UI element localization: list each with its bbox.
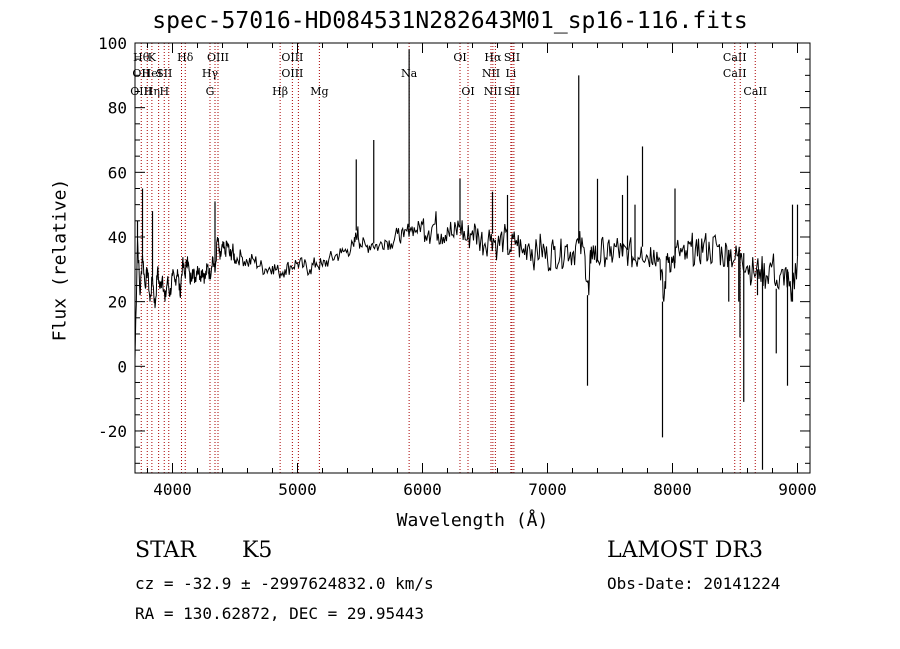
line-marker-label: CaII <box>723 51 747 64</box>
line-marker-label: NII <box>484 85 502 98</box>
line-marker-label: SII <box>504 85 520 98</box>
line-marker-label: OI <box>461 85 474 98</box>
line-marker-label: OIII <box>281 67 303 80</box>
y-tick-label: -20 <box>98 422 127 441</box>
line-marker-label: CaII <box>743 85 767 98</box>
line-marker-label: Hβ <box>272 85 288 98</box>
line-marker-label: Mg <box>310 85 328 98</box>
obs-date: Obs-Date: 20141224 <box>607 574 781 593</box>
ra-dec-line: RA = 130.62872, DEC = 29.95443 <box>135 604 424 623</box>
x-tick-label: 4000 <box>153 480 192 499</box>
line-marker-label: OIII <box>207 51 229 64</box>
line-marker-label: CaII <box>723 67 747 80</box>
line-marker-label: Hδ <box>177 51 194 64</box>
line-marker-label: SII <box>504 51 520 64</box>
x-tick-label: 7000 <box>528 480 567 499</box>
line-marker-label: OIII <box>281 51 303 64</box>
spectrum-line <box>134 211 798 360</box>
line-marker-label: SII <box>156 67 172 80</box>
line-marker-label: OII <box>132 67 150 80</box>
y-tick-label: 0 <box>117 357 127 376</box>
y-tick-label: 40 <box>108 228 127 247</box>
x-axis-label: Wavelength (Å) <box>396 510 549 531</box>
x-tick-label: 8000 <box>653 480 692 499</box>
subclass-label: K5 <box>242 538 273 563</box>
x-tick-label: 5000 <box>278 480 317 499</box>
line-marker-label: Li <box>505 67 516 80</box>
x-tick-label: 6000 <box>403 480 442 499</box>
y-tick-label: 60 <box>108 163 127 182</box>
redshift-line: cz = -32.9 ± -2997624832.0 km/s <box>135 574 434 593</box>
x-tick-label: 9000 <box>778 480 817 499</box>
line-marker-label: OI <box>453 51 466 64</box>
line-marker-label: NII <box>482 67 500 80</box>
line-marker-label: Hθ <box>133 51 150 64</box>
line-marker-label: H <box>159 85 169 98</box>
line-marker-label: HeI <box>142 67 162 80</box>
line-marker-label: K <box>148 51 157 64</box>
class-label: STAR <box>135 538 196 563</box>
survey-label: LAMOST DR3 <box>607 538 763 563</box>
line-marker-label: Hγ <box>202 67 219 80</box>
chart-title: spec-57016-HD084531N282643M01_sp16-116.f… <box>152 8 748 34</box>
y-tick-label: 100 <box>98 34 127 53</box>
y-tick-label: 20 <box>108 293 127 312</box>
y-tick-label: 80 <box>108 99 127 118</box>
y-axis-label: Flux (relative) <box>49 178 71 342</box>
line-marker-label: G <box>206 85 215 98</box>
line-marker-label: Hη <box>144 85 160 98</box>
plot-frame <box>134 42 811 474</box>
line-marker-label: Hα <box>484 51 502 64</box>
